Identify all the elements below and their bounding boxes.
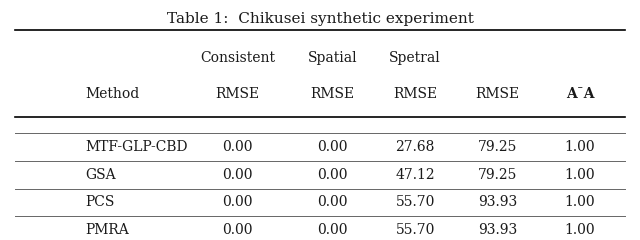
Text: 1.00: 1.00 [565, 195, 595, 209]
Text: PCS: PCS [85, 195, 115, 209]
Text: 79.25: 79.25 [478, 140, 517, 154]
Text: Spatial: Spatial [308, 51, 358, 65]
Text: 79.25: 79.25 [478, 168, 517, 182]
Text: 0.00: 0.00 [222, 223, 253, 237]
Text: 93.93: 93.93 [478, 223, 517, 237]
Text: 1.00: 1.00 [565, 223, 595, 237]
Text: Spetral: Spetral [389, 51, 441, 65]
Text: PMRA: PMRA [85, 223, 129, 237]
Text: 0.00: 0.00 [317, 223, 348, 237]
Text: 27.68: 27.68 [396, 140, 435, 154]
Text: 93.93: 93.93 [478, 195, 517, 209]
Text: 55.70: 55.70 [396, 195, 435, 209]
Text: Consistent: Consistent [200, 51, 275, 65]
Text: GSA: GSA [85, 168, 116, 182]
Text: RMSE: RMSE [216, 88, 260, 102]
Text: 0.00: 0.00 [222, 168, 253, 182]
Text: Table 1:  Chikusei synthetic experiment: Table 1: Chikusei synthetic experiment [166, 12, 474, 26]
Text: MTF-GLP-CBD: MTF-GLP-CBD [85, 140, 188, 154]
Text: RMSE: RMSE [310, 88, 355, 102]
Text: RMSE: RMSE [393, 88, 437, 102]
Text: 0.00: 0.00 [317, 168, 348, 182]
Text: RMSE: RMSE [476, 88, 520, 102]
Text: 0.00: 0.00 [222, 195, 253, 209]
Text: 1.00: 1.00 [565, 140, 595, 154]
Text: 0.00: 0.00 [317, 195, 348, 209]
Text: 55.70: 55.70 [396, 223, 435, 237]
Text: 47.12: 47.12 [396, 168, 435, 182]
Text: Method: Method [85, 88, 140, 102]
Text: A¯A: A¯A [566, 88, 595, 102]
Text: 1.00: 1.00 [565, 168, 595, 182]
Text: 0.00: 0.00 [222, 140, 253, 154]
Text: 0.00: 0.00 [317, 140, 348, 154]
